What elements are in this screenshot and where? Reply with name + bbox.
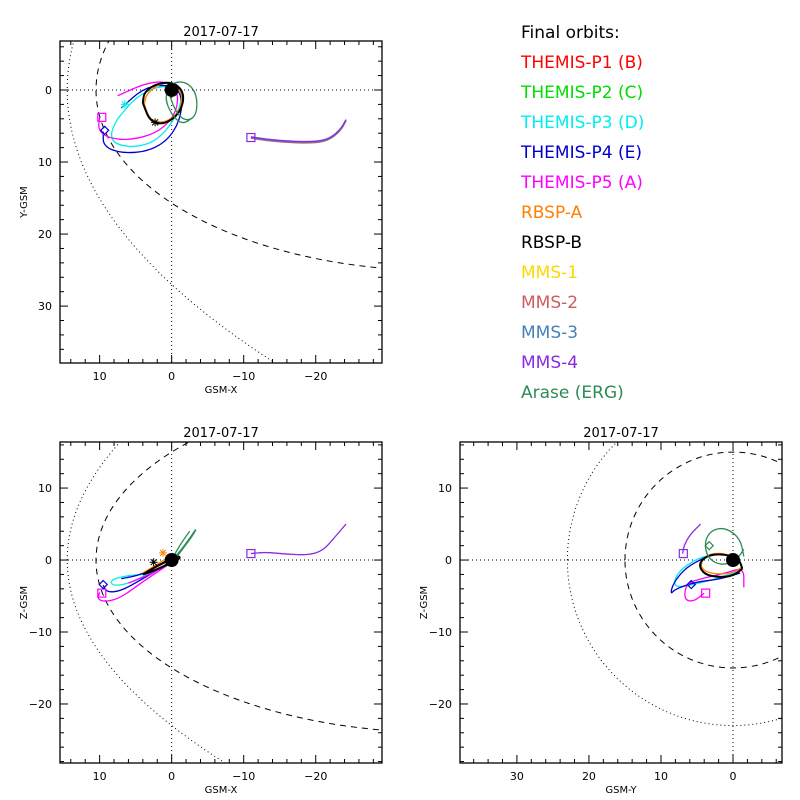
magnetopause-curve <box>624 451 782 669</box>
diamond-marker-icon <box>99 125 110 136</box>
x-tick-label: −20 <box>304 770 327 783</box>
x-tick-label: 0 <box>730 770 737 783</box>
chart-title: 2017-07-17 <box>183 25 259 40</box>
plot-area <box>60 41 382 363</box>
x-tick-label: −10 <box>232 770 255 783</box>
plot-frame <box>59 40 383 364</box>
legend-item: THEMIS-P1 (B) <box>521 53 643 73</box>
orbit-themis-p5-a <box>684 568 745 602</box>
legend-item: RBSP-A <box>521 203 583 223</box>
legend-item: Arase (ERG) <box>521 383 624 403</box>
y-tick-label: −20 <box>29 698 52 711</box>
y-tick-label: −10 <box>429 626 452 639</box>
legend-item: THEMIS-P3 (D) <box>521 113 645 133</box>
legend-item: THEMIS-P4 (E) <box>521 143 642 163</box>
x-axis-label: GSM-Y <box>605 785 637 796</box>
y-tick-label: −10 <box>29 626 52 639</box>
plot-area <box>460 442 782 763</box>
y-tick-label: 20 <box>38 228 52 241</box>
legend-item: THEMIS-P5 (A) <box>521 173 643 193</box>
square-marker-icon <box>97 112 107 122</box>
square-marker-icon <box>701 588 711 598</box>
x-axis-label: GSM-X <box>205 785 238 796</box>
earth-icon <box>164 553 179 568</box>
chart-title: 2017-07-17 <box>183 426 259 441</box>
square-marker-icon <box>246 132 256 143</box>
orbit-themis-p3-d <box>110 85 182 148</box>
legend-item: MMS-1 <box>521 263 579 283</box>
y-tick-label: 10 <box>438 482 452 495</box>
x-tick-label: −20 <box>304 370 327 383</box>
asterisk-marker-icon <box>151 118 160 127</box>
y-axis-label: Z-GSM <box>419 586 430 619</box>
orbit-arase-erg <box>165 81 198 124</box>
panel-xz-plane: 10 0 −10 −20 10 0 −10 −20 2017-07-17 GSM-X Z-GSM <box>19 426 383 796</box>
legend-item: MMS-3 <box>521 323 579 343</box>
x-tick-label: −10 <box>232 370 255 383</box>
y-tick-label: 0 <box>445 554 452 567</box>
legend-item: THEMIS-P2 (C) <box>521 83 644 103</box>
asterisk-marker-icon <box>120 100 129 109</box>
orbit-mms-4 <box>681 523 702 554</box>
square-marker-icon <box>678 548 688 559</box>
diamond-marker-icon <box>686 579 697 590</box>
diamond-marker-icon <box>98 579 109 590</box>
chart-title: 2017-07-17 <box>583 426 659 441</box>
bow-shock-curve <box>566 442 782 727</box>
orbit-mms-4 <box>250 119 347 143</box>
legend: Final orbits: THEMIS-P1 (B) THEMIS-P2 (C)… <box>521 19 644 409</box>
y-axis-label: Z-GSM <box>19 586 30 619</box>
x-tick-label: 30 <box>510 770 524 783</box>
orbit-rbsp-b <box>141 81 185 125</box>
y-tick-label: 0 <box>45 554 52 567</box>
orbit-themis-p3-d <box>674 554 741 588</box>
y-tick-label: 0 <box>45 84 52 97</box>
asterisk-marker-icon <box>149 558 158 567</box>
x-tick-label: 10 <box>93 370 107 383</box>
magnetopause-curve <box>95 442 382 731</box>
x-axis-label: GSM-X <box>205 385 238 396</box>
panel-xy-plane: 10 0 −10 −20 0 10 20 30 2017-07-17 GSM-X Y-GSM <box>19 25 383 396</box>
square-marker-icon <box>246 548 256 559</box>
y-axis-label: Y-GSM <box>19 186 30 219</box>
y-tick-label: −20 <box>429 698 452 711</box>
plot-frame <box>59 441 383 764</box>
asterisk-marker-icon <box>159 548 168 557</box>
x-tick-label: 0 <box>168 770 175 783</box>
y-tick-label: 30 <box>38 300 52 313</box>
orbit-rbsp-b <box>142 555 181 576</box>
legend-item: MMS-2 <box>521 293 579 313</box>
y-tick-label: 10 <box>38 482 52 495</box>
orbit-arase-erg <box>704 527 745 565</box>
panel-yz-plane: 30 20 10 0 10 0 −10 −20 2017-07-17 GSM-Y Z-GSM <box>419 426 783 796</box>
y-tick-label: 10 <box>38 156 52 169</box>
earth-icon <box>726 553 741 568</box>
plot-frame <box>459 441 783 764</box>
diamond-marker-icon <box>704 540 715 551</box>
legend-title: Final orbits: <box>521 23 620 43</box>
earth-icon <box>164 82 179 97</box>
legend-item: RBSP-B <box>521 233 583 253</box>
x-tick-label: 10 <box>93 770 107 783</box>
x-tick-label: 20 <box>582 770 596 783</box>
x-tick-label: 10 <box>654 770 668 783</box>
x-tick-label: 0 <box>168 370 175 383</box>
orbit-rbsp-b <box>699 553 744 578</box>
orbit-mms-4 <box>250 523 347 556</box>
square-marker-icon <box>97 588 107 598</box>
legend-item: MMS-4 <box>521 353 579 373</box>
orbit-themis-p4-e <box>102 84 183 154</box>
